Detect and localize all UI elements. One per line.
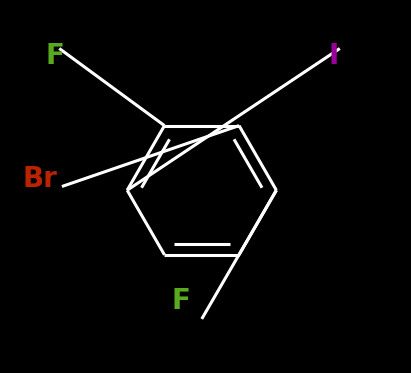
Text: I: I xyxy=(328,42,339,70)
Text: F: F xyxy=(172,287,191,315)
Text: Br: Br xyxy=(23,165,58,193)
Text: F: F xyxy=(46,42,65,70)
